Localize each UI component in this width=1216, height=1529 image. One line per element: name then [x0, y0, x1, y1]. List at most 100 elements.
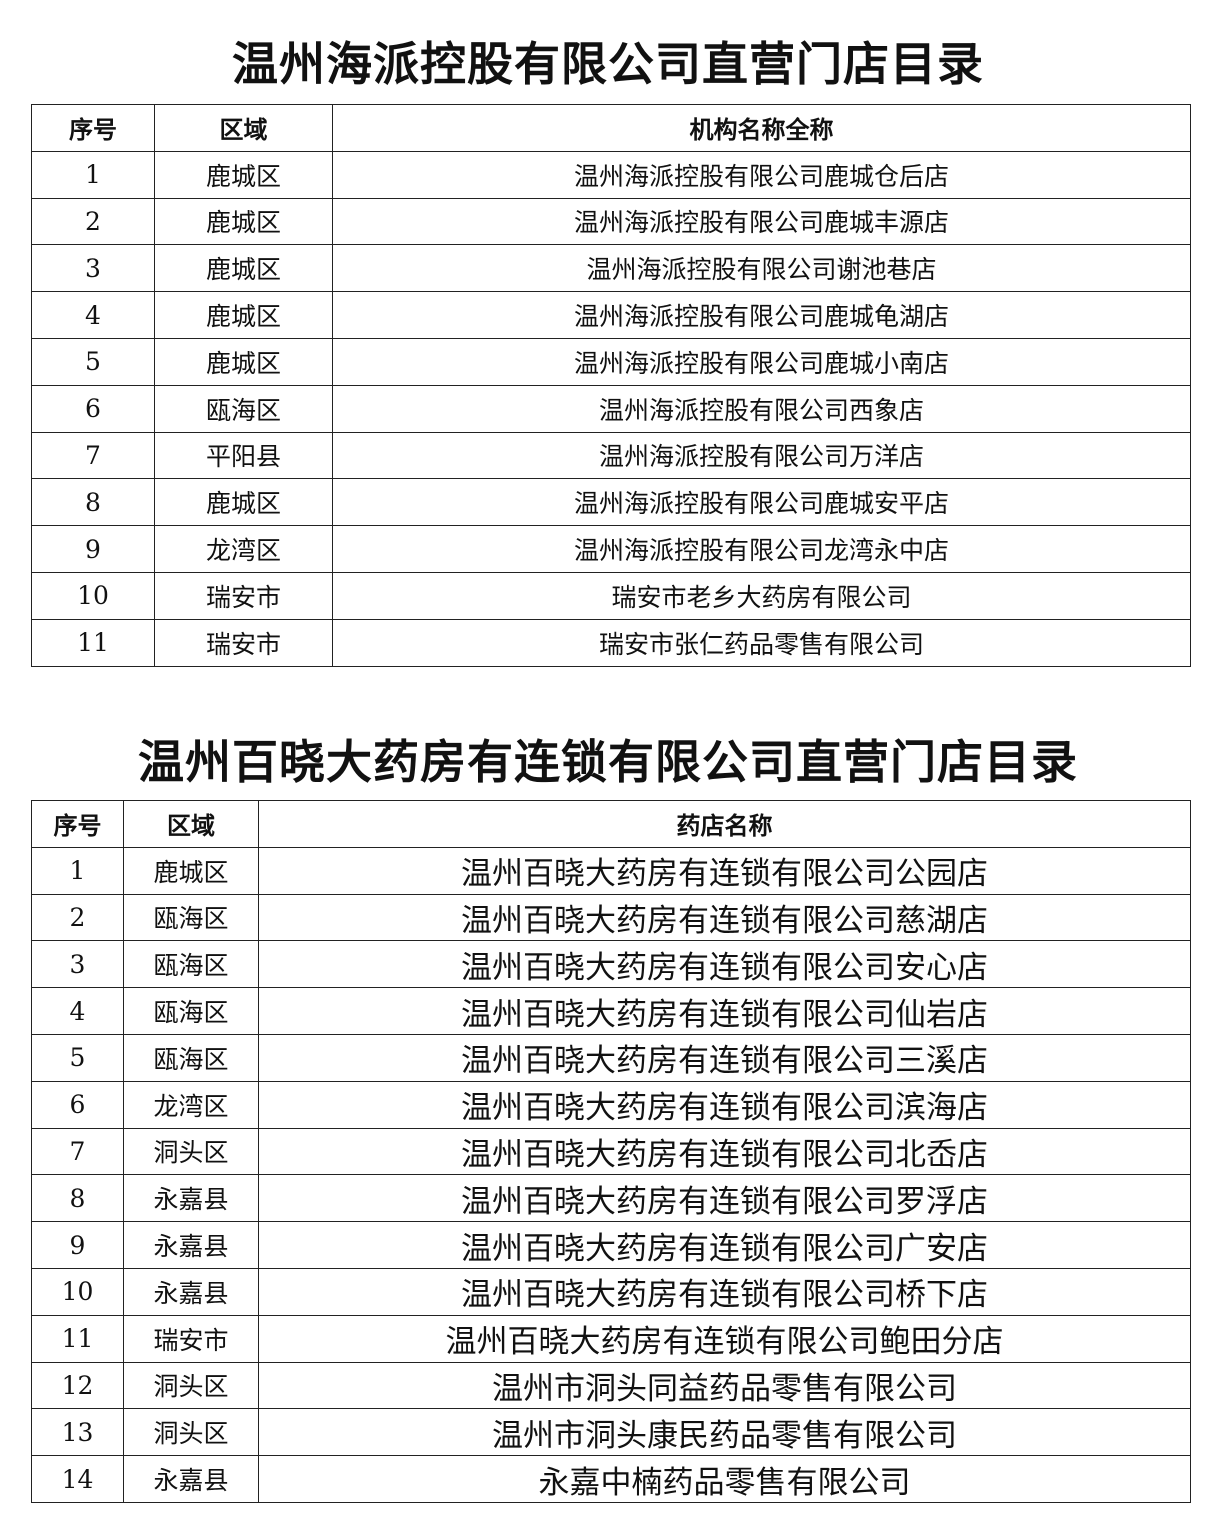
- table-row: 12 洞头区 温州市洞头同益药品零售有限公司: [31, 1361, 1191, 1410]
- row-number: 10: [31, 1267, 124, 1316]
- table-row: 4 鹿城区 温州海派控股有限公司鹿城龟湖店: [31, 291, 1191, 339]
- row-number: 1: [31, 846, 124, 895]
- row-number: 3: [31, 244, 155, 293]
- table2-store-list: 序号 区域 药店名称 1 鹿城区 温州百晓大药房有连锁有限公司公园店 2 瓯海区 温州百晓…: [31, 800, 1191, 1503]
- table1-store-list: 序号 区域 机构名称全称 1 鹿城区 温州海派控股有限公司鹿城仓后店 2 鹿城区 温州海派…: [31, 104, 1191, 667]
- header-name: 药店名称: [258, 800, 1191, 848]
- row-area: 鹿城区: [154, 197, 333, 246]
- row-number: 4: [31, 987, 124, 1035]
- row-store-name: 温州百晓大药房有连锁有限公司慈湖店: [258, 893, 1191, 942]
- header-name: 机构名称全称: [332, 104, 1191, 152]
- row-number: 8: [31, 478, 155, 527]
- table-row: 1 鹿城区 温州百晓大药房有连锁有限公司公园店: [31, 846, 1191, 895]
- table1-title: 温州海派控股有限公司直营门店目录: [232, 37, 984, 91]
- row-area: 瑞安市: [154, 618, 333, 667]
- row-area: 鹿城区: [154, 244, 333, 293]
- header-number: 序号: [31, 800, 124, 848]
- table-row: 9 龙湾区 温州海派控股有限公司龙湾永中店: [31, 525, 1191, 573]
- row-number: 3: [31, 940, 124, 989]
- row-store-name: 温州市洞头康民药品零售有限公司: [258, 1408, 1191, 1457]
- row-store-name: 温州百晓大药房有连锁有限公司鲍田分店: [258, 1314, 1191, 1363]
- header-area: 区域: [154, 104, 333, 152]
- row-area: 龙湾区: [154, 525, 333, 573]
- row-store-name: 温州百晓大药房有连锁有限公司仙岩店: [258, 987, 1191, 1035]
- row-store-name: 温州百晓大药房有连锁有限公司北岙店: [258, 1127, 1191, 1176]
- row-area: 鹿城区: [154, 337, 333, 386]
- row-area: 龙湾区: [123, 1080, 259, 1129]
- row-store-name: 温州海派控股有限公司龙湾永中店: [332, 525, 1191, 573]
- row-number: 11: [31, 618, 155, 667]
- row-area: 永嘉县: [123, 1455, 259, 1503]
- row-area: 瑞安市: [123, 1314, 259, 1363]
- row-number: 11: [31, 1314, 124, 1363]
- row-area: 永嘉县: [123, 1267, 259, 1316]
- row-number: 4: [31, 291, 155, 339]
- row-area: 瓯海区: [123, 1033, 259, 1082]
- table-row: 11 瑞安市 瑞安市张仁药品零售有限公司: [31, 618, 1191, 667]
- row-number: 14: [31, 1455, 124, 1503]
- row-store-name: 温州百晓大药房有连锁有限公司安心店: [258, 940, 1191, 989]
- header-area: 区域: [123, 800, 259, 848]
- table-row: 6 瓯海区 温州海派控股有限公司西象店: [31, 384, 1191, 433]
- row-area: 鹿城区: [154, 291, 333, 339]
- row-area: 鹿城区: [154, 478, 333, 527]
- table-row: 1 鹿城区 温州海派控股有限公司鹿城仓后店: [31, 150, 1191, 199]
- table-row: 3 鹿城区 温州海派控股有限公司谢池巷店: [31, 244, 1191, 293]
- row-store-name: 温州百晓大药房有连锁有限公司公园店: [258, 846, 1191, 895]
- row-area: 瓯海区: [123, 940, 259, 989]
- row-number: 9: [31, 525, 155, 573]
- row-store-name: 温州市洞头同益药品零售有限公司: [258, 1361, 1191, 1410]
- table-row: 14 永嘉县 永嘉中楠药品零售有限公司: [31, 1455, 1191, 1503]
- row-store-name: 温州海派控股有限公司鹿城龟湖店: [332, 291, 1191, 339]
- row-store-name: 温州海派控股有限公司万洋店: [332, 431, 1191, 480]
- row-store-name: 温州海派控股有限公司谢池巷店: [332, 244, 1191, 293]
- row-store-name: 温州百晓大药房有连锁有限公司罗浮店: [258, 1174, 1191, 1223]
- row-area: 瓯海区: [154, 384, 333, 433]
- row-area: 洞头区: [123, 1361, 259, 1410]
- row-area: 瑞安市: [154, 571, 333, 620]
- row-area: 鹿城区: [123, 846, 259, 895]
- table-row: 2 鹿城区 温州海派控股有限公司鹿城丰源店: [31, 197, 1191, 246]
- table-row: 7 平阳县 温州海派控股有限公司万洋店: [31, 431, 1191, 480]
- row-store-name: 温州百晓大药房有连锁有限公司滨海店: [258, 1080, 1191, 1129]
- table-row: 2 瓯海区 温州百晓大药房有连锁有限公司慈湖店: [31, 893, 1191, 942]
- row-store-name: 瑞安市张仁药品零售有限公司: [332, 618, 1191, 667]
- row-number: 12: [31, 1361, 124, 1410]
- table-row: 9 永嘉县 温州百晓大药房有连锁有限公司广安店: [31, 1221, 1191, 1269]
- table-row: 4 瓯海区 温州百晓大药房有连锁有限公司仙岩店: [31, 987, 1191, 1035]
- table-row: 10 瑞安市 瑞安市老乡大药房有限公司: [31, 571, 1191, 620]
- row-number: 1: [31, 150, 155, 199]
- table-row: 6 龙湾区 温州百晓大药房有连锁有限公司滨海店: [31, 1080, 1191, 1129]
- row-area: 鹿城区: [154, 150, 333, 199]
- row-area: 永嘉县: [123, 1221, 259, 1269]
- row-number: 5: [31, 337, 155, 386]
- row-area: 瓯海区: [123, 893, 259, 942]
- header-number: 序号: [31, 104, 155, 152]
- table-row: 5 鹿城区 温州海派控股有限公司鹿城小南店: [31, 337, 1191, 386]
- row-area: 永嘉县: [123, 1174, 259, 1223]
- row-number: 2: [31, 197, 155, 246]
- row-store-name: 永嘉中楠药品零售有限公司: [258, 1455, 1191, 1503]
- row-store-name: 温州海派控股有限公司鹿城安平店: [332, 478, 1191, 527]
- row-number: 9: [31, 1221, 124, 1269]
- row-store-name: 温州海派控股有限公司鹿城丰源店: [332, 197, 1191, 246]
- row-number: 7: [31, 431, 155, 480]
- table-row: 3 瓯海区 温州百晓大药房有连锁有限公司安心店: [31, 940, 1191, 989]
- table2-title: 温州百晓大药房有连锁有限公司直营门店目录: [138, 735, 1078, 789]
- row-area: 平阳县: [154, 431, 333, 480]
- row-number: 8: [31, 1174, 124, 1223]
- row-area: 洞头区: [123, 1408, 259, 1457]
- table-row: 13 洞头区 温州市洞头康民药品零售有限公司: [31, 1408, 1191, 1457]
- row-number: 13: [31, 1408, 124, 1457]
- table2-header-row: 序号 区域 药店名称: [31, 800, 1191, 848]
- row-number: 6: [31, 1080, 124, 1129]
- table-row: 5 瓯海区 温州百晓大药房有连锁有限公司三溪店: [31, 1033, 1191, 1082]
- row-store-name: 温州海派控股有限公司西象店: [332, 384, 1191, 433]
- row-area: 瓯海区: [123, 987, 259, 1035]
- row-area: 洞头区: [123, 1127, 259, 1176]
- row-number: 7: [31, 1127, 124, 1176]
- row-store-name: 温州百晓大药房有连锁有限公司桥下店: [258, 1267, 1191, 1316]
- row-store-name: 温州海派控股有限公司鹿城仓后店: [332, 150, 1191, 199]
- row-number: 6: [31, 384, 155, 433]
- row-store-name: 温州海派控股有限公司鹿城小南店: [332, 337, 1191, 386]
